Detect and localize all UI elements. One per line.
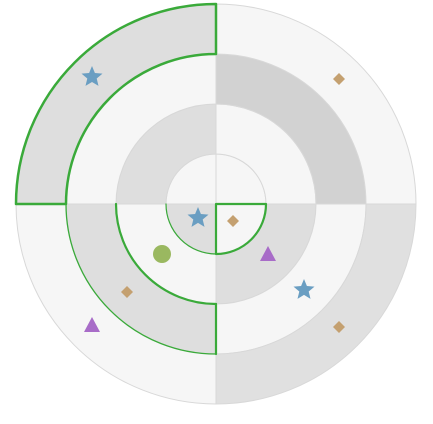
star-piece[interactable] [81,66,103,86]
diamond-piece[interactable] [333,321,345,333]
pieces [81,66,345,333]
circle-piece[interactable] [153,245,171,263]
diamond-piece[interactable] [121,286,133,298]
star-piece[interactable] [293,279,315,299]
triangle-piece[interactable] [260,246,276,261]
diamond-piece[interactable] [333,73,345,85]
region-outline [114,202,218,306]
triangle-piece[interactable] [84,317,100,332]
selection-outline [14,2,218,206]
region-outline [165,203,217,255]
region-outline [65,203,217,355]
outlines [14,2,268,356]
region-outline [214,202,268,256]
star-piece[interactable] [187,207,209,227]
diamond-piece[interactable] [227,215,239,227]
